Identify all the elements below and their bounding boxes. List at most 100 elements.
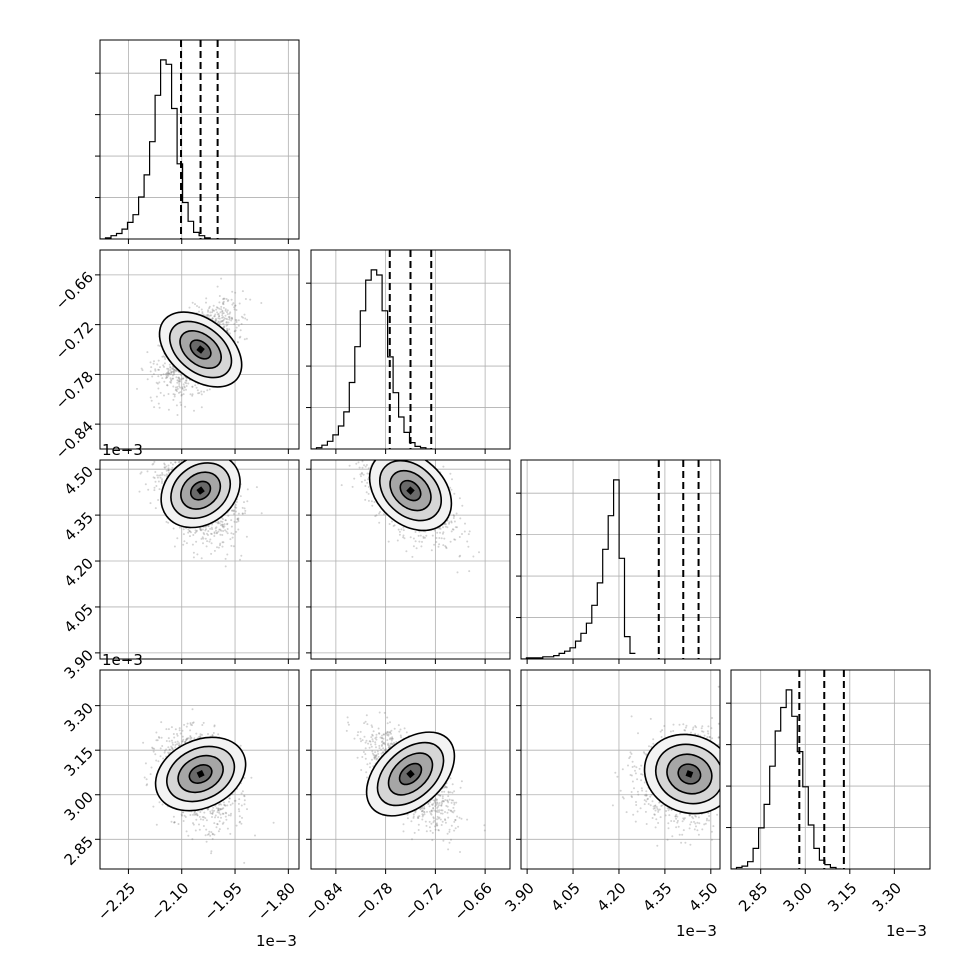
scatter-point bbox=[163, 462, 166, 465]
scatter-point bbox=[233, 520, 236, 523]
panel-content bbox=[100, 40, 299, 239]
scatter-point bbox=[231, 317, 233, 320]
scatter-point bbox=[167, 372, 170, 375]
scatter-point bbox=[157, 375, 160, 378]
scatter-point bbox=[435, 537, 438, 539]
scatter-point bbox=[165, 377, 167, 380]
scatter-point bbox=[221, 525, 224, 528]
scatter-point bbox=[438, 543, 441, 546]
contour-line bbox=[180, 471, 222, 510]
scatter-point bbox=[219, 311, 222, 314]
density-shading bbox=[368, 460, 453, 532]
scatter-point bbox=[233, 306, 236, 309]
scatter-point bbox=[229, 814, 232, 817]
scatter-point bbox=[218, 315, 221, 318]
scatter-point bbox=[224, 308, 227, 311]
panel-content bbox=[311, 460, 510, 659]
scatter-point bbox=[222, 526, 225, 529]
scatter-point bbox=[360, 475, 362, 478]
scatter-point bbox=[174, 369, 177, 372]
scatter-point bbox=[450, 520, 453, 523]
scatter-point bbox=[183, 540, 186, 543]
scatter-point bbox=[162, 364, 165, 367]
scatter-point bbox=[192, 556, 195, 559]
scatter-point bbox=[204, 817, 207, 820]
scatter-point bbox=[180, 393, 183, 396]
scatter-point bbox=[166, 367, 169, 370]
scatter-point bbox=[219, 808, 221, 811]
scatter-point bbox=[165, 374, 168, 377]
scatter-point bbox=[184, 741, 187, 743]
scatter-point bbox=[232, 510, 235, 513]
scatter-point bbox=[453, 515, 456, 518]
scatter-point bbox=[192, 822, 194, 825]
scatter-point bbox=[170, 378, 173, 381]
scatter-point bbox=[412, 545, 415, 548]
scatter-point bbox=[221, 541, 224, 544]
scatter-point bbox=[150, 766, 153, 769]
scatter-point bbox=[213, 549, 216, 552]
scatter-point bbox=[229, 311, 232, 314]
scatter-point bbox=[222, 301, 225, 304]
scatter-point bbox=[179, 391, 182, 394]
scatter-point bbox=[441, 532, 444, 535]
scatter-point bbox=[230, 544, 233, 547]
scatter-point bbox=[191, 724, 193, 727]
scatter-point bbox=[450, 530, 453, 533]
scatter-point bbox=[397, 528, 400, 531]
scatter-point bbox=[172, 748, 174, 751]
scatter-point bbox=[456, 571, 459, 574]
scatter-point bbox=[478, 551, 480, 554]
scatter-point bbox=[340, 484, 343, 487]
scatter-point bbox=[177, 379, 180, 382]
scatter-point bbox=[239, 820, 241, 823]
scatter-point bbox=[241, 512, 244, 515]
scatter-point bbox=[201, 536, 204, 539]
scatter-point bbox=[234, 304, 237, 307]
scatter-point bbox=[240, 315, 243, 318]
scatter-point bbox=[185, 830, 188, 833]
scatter-point bbox=[227, 514, 230, 517]
scatter-point bbox=[195, 732, 198, 735]
scatter-point bbox=[154, 471, 157, 473]
scatter-point bbox=[161, 473, 164, 476]
scatter-point bbox=[398, 530, 401, 533]
scatter-point bbox=[211, 309, 214, 312]
scatter-point bbox=[219, 542, 222, 545]
scatter-point bbox=[237, 512, 240, 515]
scatter-point bbox=[186, 722, 189, 725]
scatter-point bbox=[210, 314, 212, 317]
scatter-point bbox=[215, 319, 218, 322]
density-shading bbox=[160, 460, 241, 529]
scatter-point bbox=[149, 396, 152, 399]
scatter-point bbox=[239, 329, 242, 332]
scatter-point bbox=[182, 393, 185, 396]
scatter-point bbox=[230, 319, 233, 322]
scatter-point bbox=[355, 462, 358, 465]
scatter-point bbox=[421, 540, 423, 543]
scatter-point bbox=[194, 531, 197, 534]
scatter-point bbox=[245, 337, 248, 340]
scatter-point bbox=[448, 522, 450, 525]
scatter-point bbox=[157, 402, 160, 405]
scatter-point bbox=[172, 527, 175, 530]
scatter-point bbox=[180, 374, 183, 376]
scatter-point bbox=[238, 302, 241, 305]
scatter-point bbox=[168, 372, 171, 375]
scatter-point bbox=[177, 376, 180, 379]
scatter-point bbox=[402, 529, 405, 532]
scatter-point bbox=[174, 461, 177, 464]
scatter-point bbox=[191, 543, 194, 546]
scatter-point bbox=[223, 326, 225, 329]
scatter-point bbox=[174, 728, 177, 731]
scatter-point bbox=[216, 313, 219, 316]
scatter-point bbox=[235, 501, 238, 503]
scatter-point bbox=[189, 535, 191, 538]
scatter-point bbox=[179, 386, 182, 389]
scatter-point bbox=[195, 386, 198, 389]
scatter-point bbox=[152, 462, 155, 465]
scatter-point bbox=[217, 546, 220, 549]
contour-line bbox=[160, 460, 241, 529]
scatter-point bbox=[146, 783, 149, 786]
scatter-point bbox=[218, 522, 221, 525]
